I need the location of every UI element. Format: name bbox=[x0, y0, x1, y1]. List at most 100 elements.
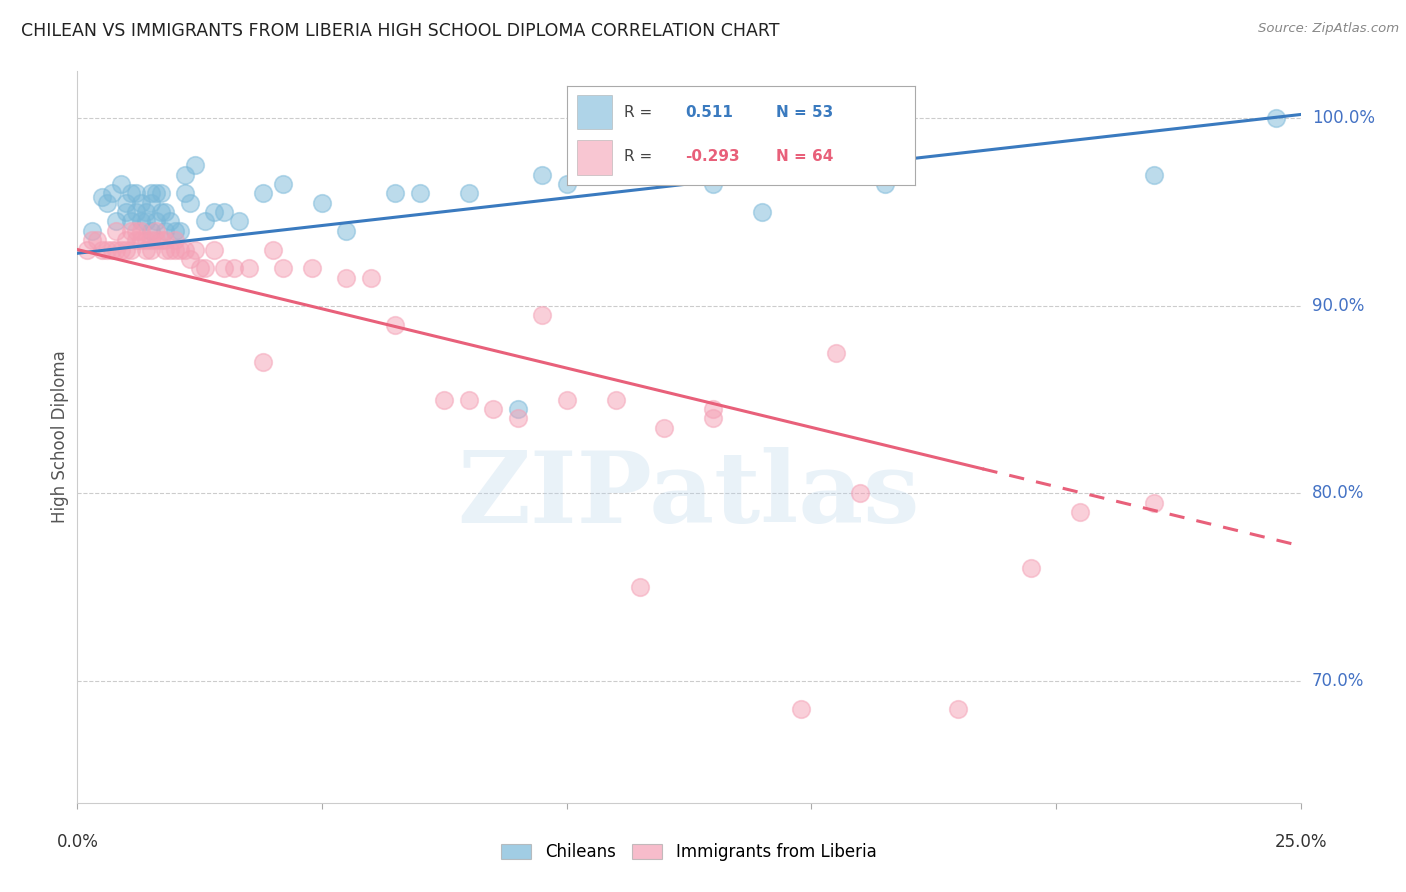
Point bbox=[228, 214, 250, 228]
Point bbox=[605, 168, 627, 182]
Point bbox=[80, 233, 103, 247]
Point bbox=[271, 261, 294, 276]
Point bbox=[1143, 168, 1166, 182]
Text: 0.0%: 0.0% bbox=[56, 833, 98, 851]
Text: 100.0%: 100.0% bbox=[1312, 109, 1375, 128]
Point bbox=[120, 224, 142, 238]
Point bbox=[252, 355, 274, 369]
Point bbox=[301, 261, 323, 276]
Point bbox=[129, 214, 152, 228]
Point bbox=[238, 261, 260, 276]
Point bbox=[135, 243, 157, 257]
Point bbox=[110, 243, 132, 257]
Point bbox=[169, 243, 191, 257]
Point bbox=[179, 195, 201, 210]
Point bbox=[129, 224, 152, 238]
Point bbox=[193, 214, 215, 228]
Point bbox=[506, 401, 529, 416]
Point bbox=[790, 702, 813, 716]
Point bbox=[115, 243, 138, 257]
Point bbox=[824, 345, 846, 359]
Point bbox=[654, 420, 676, 434]
Point bbox=[433, 392, 456, 407]
Point bbox=[100, 186, 122, 201]
Point bbox=[149, 205, 172, 219]
Point bbox=[105, 214, 128, 228]
Point bbox=[80, 224, 103, 238]
Point bbox=[145, 233, 167, 247]
Point bbox=[135, 205, 157, 219]
Point bbox=[100, 243, 122, 257]
Point bbox=[605, 392, 627, 407]
Point bbox=[129, 233, 152, 247]
Point bbox=[96, 243, 118, 257]
Point bbox=[849, 486, 872, 500]
Point bbox=[202, 243, 225, 257]
Point bbox=[155, 205, 177, 219]
Legend: Chileans, Immigrants from Liberia: Chileans, Immigrants from Liberia bbox=[495, 837, 883, 868]
Text: 70.0%: 70.0% bbox=[1312, 672, 1364, 690]
Point bbox=[120, 243, 142, 257]
Point bbox=[120, 186, 142, 201]
Point bbox=[531, 168, 554, 182]
Point bbox=[159, 214, 181, 228]
Text: Source: ZipAtlas.com: Source: ZipAtlas.com bbox=[1258, 22, 1399, 36]
Point bbox=[262, 243, 284, 257]
Point bbox=[125, 205, 148, 219]
Point bbox=[165, 233, 187, 247]
Y-axis label: High School Diploma: High School Diploma bbox=[51, 351, 69, 524]
Point bbox=[506, 411, 529, 425]
Point bbox=[409, 186, 432, 201]
Point bbox=[139, 233, 162, 247]
Point bbox=[702, 411, 724, 425]
Text: CHILEAN VS IMMIGRANTS FROM LIBERIA HIGH SCHOOL DIPLOMA CORRELATION CHART: CHILEAN VS IMMIGRANTS FROM LIBERIA HIGH … bbox=[21, 22, 779, 40]
Point bbox=[1069, 505, 1091, 519]
Point bbox=[125, 224, 148, 238]
Point bbox=[145, 224, 167, 238]
Point bbox=[202, 205, 225, 219]
Point bbox=[873, 177, 896, 191]
Point bbox=[384, 318, 406, 332]
Point bbox=[149, 233, 172, 247]
Point bbox=[1265, 112, 1288, 126]
Point bbox=[628, 580, 651, 594]
Point bbox=[702, 401, 724, 416]
Point bbox=[179, 252, 201, 266]
Point bbox=[824, 158, 846, 172]
Point bbox=[457, 392, 479, 407]
Point bbox=[155, 224, 177, 238]
Point bbox=[139, 243, 162, 257]
Point bbox=[135, 233, 157, 247]
Point bbox=[946, 702, 969, 716]
Point bbox=[110, 177, 132, 191]
Point bbox=[555, 177, 578, 191]
Point bbox=[155, 233, 177, 247]
Point bbox=[139, 224, 162, 238]
Point bbox=[90, 243, 112, 257]
Point bbox=[125, 186, 148, 201]
Point bbox=[169, 224, 191, 238]
Point bbox=[165, 224, 187, 238]
Point bbox=[165, 243, 187, 257]
Point bbox=[184, 243, 207, 257]
Point bbox=[125, 233, 148, 247]
Point bbox=[90, 190, 112, 204]
Point bbox=[86, 233, 108, 247]
Text: 80.0%: 80.0% bbox=[1312, 484, 1364, 502]
Point bbox=[115, 195, 138, 210]
Point bbox=[174, 168, 197, 182]
Point bbox=[115, 233, 138, 247]
Point bbox=[1021, 561, 1043, 575]
Point bbox=[271, 177, 294, 191]
Point bbox=[188, 261, 211, 276]
Point bbox=[76, 243, 98, 257]
Point bbox=[149, 186, 172, 201]
Point bbox=[120, 214, 142, 228]
Point bbox=[145, 186, 167, 201]
Point bbox=[751, 205, 773, 219]
Point bbox=[174, 243, 197, 257]
Text: 25.0%: 25.0% bbox=[1274, 833, 1327, 851]
Point bbox=[702, 177, 724, 191]
Point bbox=[193, 261, 215, 276]
Point bbox=[96, 195, 118, 210]
